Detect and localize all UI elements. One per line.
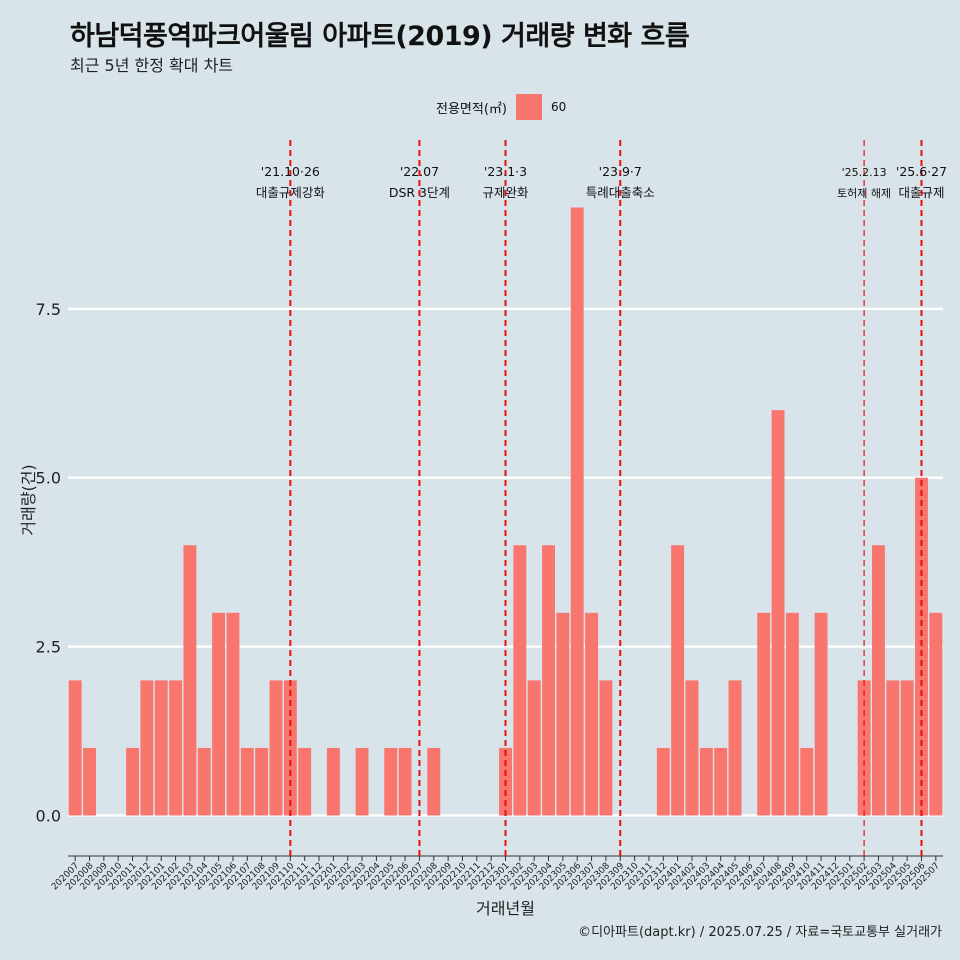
bar [857, 680, 871, 816]
annotation-date: '25.2.13 [842, 166, 887, 179]
bar [585, 612, 599, 816]
bar [283, 680, 297, 816]
annotation-date: '25.6·27 [896, 164, 947, 179]
bar [384, 747, 398, 816]
bar [355, 747, 369, 816]
legend-title: 전용면적(㎡) [436, 101, 507, 117]
annotation-label: 규제완화 [482, 185, 529, 200]
bar [728, 680, 742, 816]
bar [212, 612, 226, 816]
y-axis-title: 거래량(건) [19, 464, 38, 535]
bar [900, 680, 914, 816]
bar [785, 612, 799, 816]
bar [197, 747, 211, 816]
bar [671, 545, 685, 816]
bar [699, 747, 713, 816]
bar [398, 747, 412, 816]
source-caption: ©디아파트(dapt.kr) / 2025.07.25 / 자료=국토교통부 실… [578, 925, 942, 940]
bar [140, 680, 154, 816]
bar [771, 410, 785, 816]
bar [599, 680, 613, 816]
bar [83, 747, 96, 816]
bar [326, 747, 340, 816]
chart-subtitle: 최근 5년 한정 확대 차트 [70, 56, 234, 75]
legend: 전용면적(㎡) 60 [436, 94, 566, 120]
bar [298, 747, 312, 816]
annotation-date: '23.9·7 [599, 164, 642, 179]
bar [929, 612, 943, 816]
bar [169, 680, 183, 816]
bar [154, 680, 168, 816]
y-tick-label: 2.5 [36, 638, 61, 657]
bar [871, 545, 885, 816]
legend-swatch [515, 94, 542, 120]
x-axis-title: 거래년월 [476, 899, 535, 918]
bar [685, 680, 699, 816]
annotation-label: DSR 3단계 [389, 185, 450, 200]
annotation-label: 대출규제강화 [256, 185, 326, 200]
y-tick-label: 7.5 [36, 300, 61, 319]
bar [886, 680, 900, 816]
bar [126, 747, 140, 816]
annotation-date: '22.07 [400, 164, 439, 179]
annotation-label: 토허제 해제 [837, 186, 891, 200]
bar [68, 680, 82, 816]
legend-item-label: 60 [550, 100, 567, 114]
bar [556, 612, 570, 816]
y-tick-label: 0.0 [36, 806, 61, 825]
bar [714, 747, 728, 816]
bar [757, 612, 771, 816]
bar [527, 680, 541, 816]
bar [183, 545, 197, 816]
annotation-date: '23.1·3 [484, 164, 527, 179]
annotation-label: 대출규제 [898, 185, 944, 200]
bar [255, 747, 269, 816]
bar [814, 612, 828, 816]
bar [513, 545, 527, 816]
bar [656, 747, 670, 816]
bar [427, 747, 441, 816]
bar [240, 747, 254, 816]
bar [570, 207, 584, 816]
bar [542, 545, 555, 816]
annotation-label: 특례대출축소 [586, 185, 655, 200]
y-tick-label: 5.0 [36, 469, 61, 488]
bar [226, 612, 240, 816]
bar [800, 747, 814, 816]
annotation-date: '21.10·26 [261, 164, 320, 179]
bar [269, 680, 283, 816]
bar [915, 477, 928, 816]
chart-title: 하남덕풍역파크어울림 아파트(2019) 거래량 변화 흐름 [70, 21, 690, 52]
